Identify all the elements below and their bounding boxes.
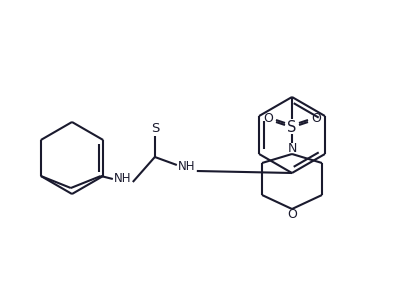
Text: N: N <box>287 142 297 156</box>
Text: NH: NH <box>178 161 196 173</box>
Text: O: O <box>263 113 273 125</box>
Text: S: S <box>287 120 297 134</box>
Text: O: O <box>287 209 297 222</box>
Text: O: O <box>311 113 321 125</box>
Text: S: S <box>151 122 159 135</box>
Text: NH: NH <box>114 173 131 185</box>
